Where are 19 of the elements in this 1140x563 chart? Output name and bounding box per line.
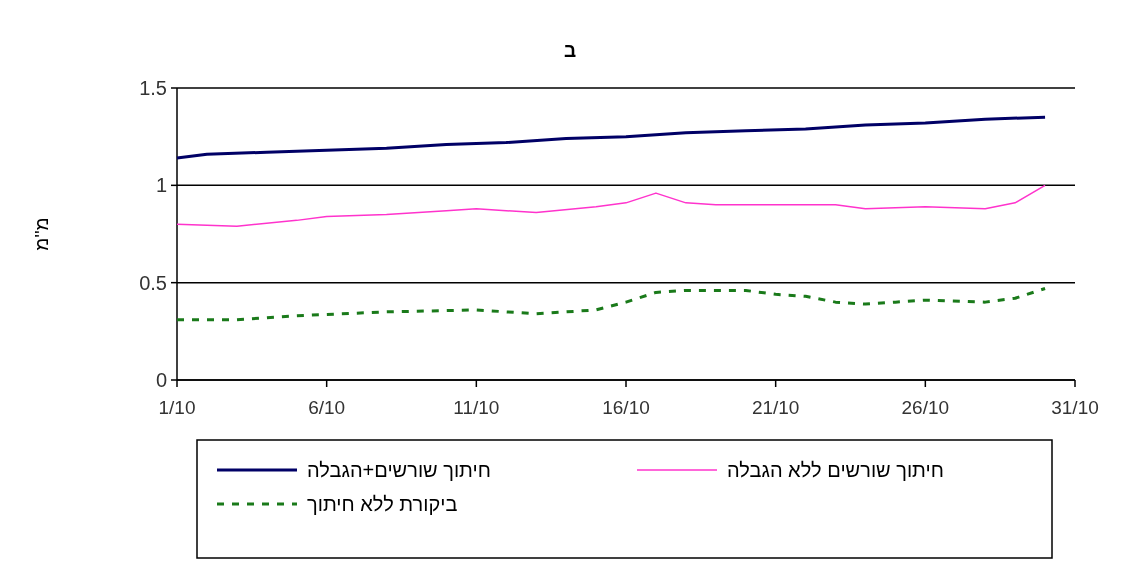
- y-tick-label: 1: [155, 174, 167, 197]
- x-tick-label: 11/10: [453, 397, 500, 418]
- y-tick-label: 0: [155, 369, 167, 391]
- y-tick-label: 0.5: [139, 271, 167, 294]
- x-tick-label: 6/10: [308, 397, 346, 418]
- y-tick-label: 1.5: [139, 77, 167, 99]
- y-axis-title: מ''מ: [31, 217, 52, 251]
- x-tick-label: 26/10: [901, 397, 950, 418]
- x-tick-label: 16/10: [602, 397, 650, 418]
- legend-label: חיתוך שורשים ללא הגבלה: [727, 459, 944, 481]
- x-tick-label: 1/10: [158, 397, 196, 418]
- legend-label: חיתוך שורשים+הגבלה: [307, 459, 491, 481]
- chart-title: ב: [563, 40, 577, 61]
- line-series: [175, 287, 1047, 322]
- legend-label: ביקורת ללא חיתוך: [307, 493, 458, 515]
- x-tick-label: 21/10: [751, 397, 800, 418]
- x-tick-label: 31/10: [1051, 397, 1099, 418]
- line-series: [176, 184, 1046, 227]
- line-series: [175, 115, 1047, 160]
